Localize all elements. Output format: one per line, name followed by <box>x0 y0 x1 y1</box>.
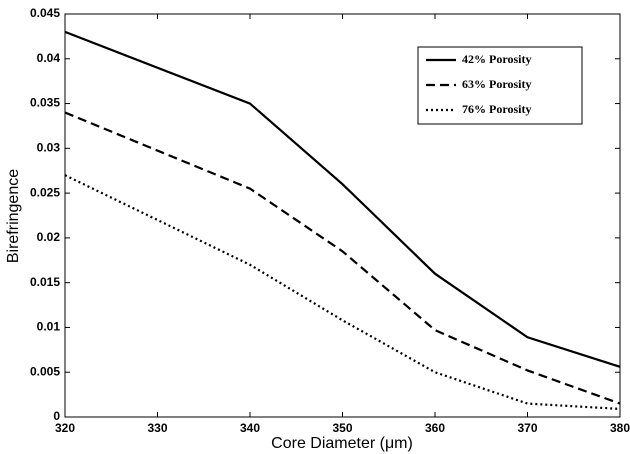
series-line <box>64 30 621 368</box>
series-line <box>64 174 621 411</box>
x-tick-label: 380 <box>610 421 630 435</box>
x-tick-label: 340 <box>240 421 260 435</box>
x-tick-label: 330 <box>147 421 167 435</box>
y-tick-label: 0.04 <box>37 51 61 65</box>
x-axis-label: Core Diameter (μm) <box>271 435 413 452</box>
x-tick-label: 370 <box>517 421 537 435</box>
y-tick-label: 0.035 <box>30 96 60 110</box>
y-tick-label: 0.03 <box>37 141 61 155</box>
y-tick-label: 0.025 <box>30 185 60 199</box>
y-axis-label: Birefringence <box>5 169 22 263</box>
y-tick-label: 0.02 <box>37 230 61 244</box>
x-tick-label: 350 <box>332 421 352 435</box>
legend-label: 63% Porosity <box>462 77 531 91</box>
y-tick-label: 0 <box>53 409 60 423</box>
legend-label: 76% Porosity <box>462 102 531 116</box>
y-tick-label: 0.015 <box>30 275 60 289</box>
x-tick-label: 360 <box>425 421 445 435</box>
series-line <box>64 111 621 405</box>
x-tick-label: 320 <box>55 421 75 435</box>
legend-label: 42% Porosity <box>462 52 531 66</box>
y-tick-label: 0.01 <box>37 320 61 334</box>
y-tick-label: 0.045 <box>30 6 60 20</box>
y-tick-label: 0.005 <box>30 364 60 378</box>
